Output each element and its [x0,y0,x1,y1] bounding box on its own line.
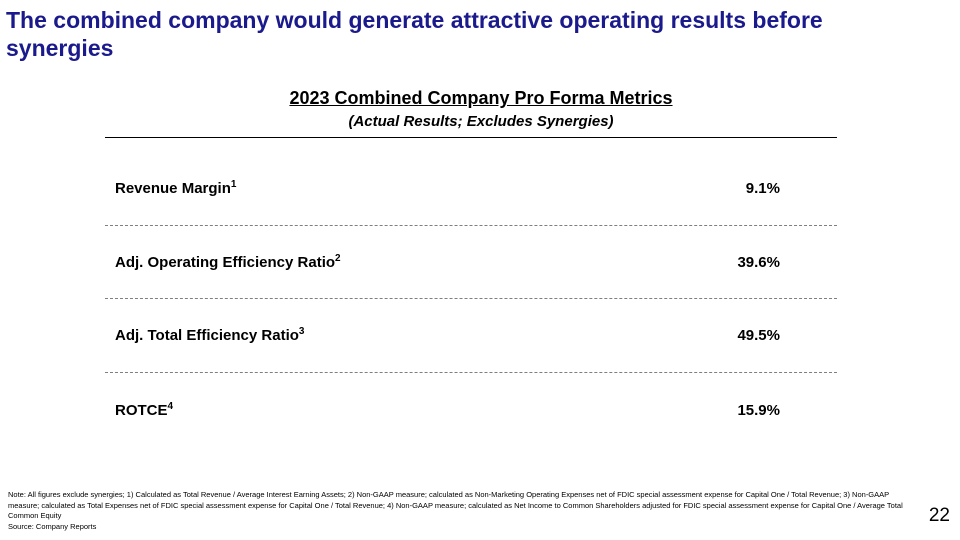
metric-label: Revenue Margin1 [115,179,237,198]
footnotes: Note: All figures exclude synergies; 1) … [8,490,918,532]
table-heading: 2023 Combined Company Pro Forma Metrics [289,88,673,108]
footnote-note: Note: All figures exclude synergies; 1) … [8,490,903,521]
row-divider [105,225,837,226]
metric-value: 39.6% [737,254,780,271]
metric-label: ROTCE4 [115,401,174,420]
metric-value: 49.5% [737,327,780,344]
slide-title: The combined company would generate attr… [6,7,823,61]
metric-value: 9.1% [745,180,780,197]
page-number: 22 [928,505,950,526]
metric-label: Adj. Operating Efficiency Ratio2 [115,253,341,272]
footnote-marker: 1 [230,179,237,190]
metric-label: Adj. Total Efficiency Ratio3 [115,326,305,345]
footnote-marker: 4 [167,401,174,412]
metric-row-rotce: ROTCE4 15.9% [105,402,837,477]
row-divider [105,298,837,299]
metric-row-adj-operating-efficiency-ratio: Adj. Operating Efficiency Ratio2 39.6% [105,254,837,329]
footnote-marker: 2 [335,253,341,264]
table-top-rule [105,137,837,138]
footnote-marker: 3 [298,326,305,337]
metric-row-revenue-margin: Revenue Margin1 9.1% [105,180,837,255]
metric-row-adj-total-efficiency-ratio: Adj. Total Efficiency Ratio3 49.5% [105,327,837,402]
metric-value: 15.9% [737,402,780,419]
table-subheading: (Actual Results; Excludes Synergies) [348,113,614,130]
row-divider [105,372,837,373]
footnote-source: Source: Company Reports [8,521,97,531]
